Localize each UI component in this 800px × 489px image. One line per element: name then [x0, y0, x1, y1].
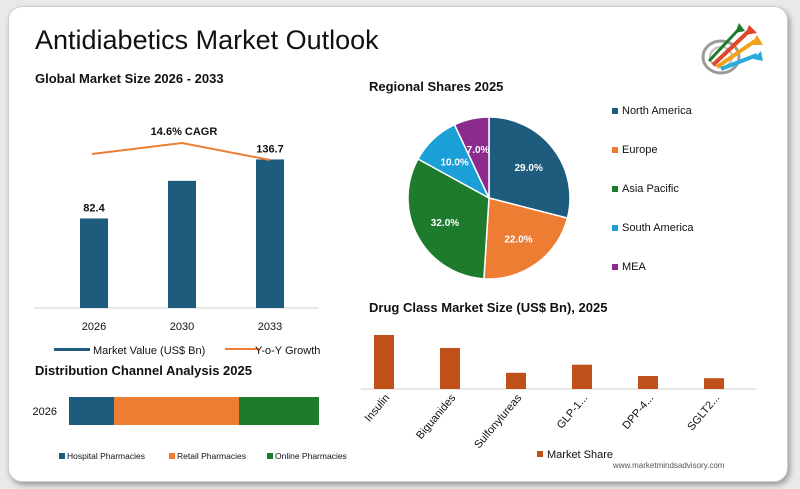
x-tick-label: 2033 [258, 321, 282, 333]
x-tick-label: Insulin [363, 392, 393, 424]
bar-market-value-2026 [80, 218, 108, 308]
drug-class-title: Drug Class Market Size (US$ Bn), 2025 [369, 300, 608, 315]
pie-data-label: 29.0% [515, 163, 543, 174]
legend-swatch-retail-pharmacies [169, 453, 175, 459]
x-tick-label: SGLT2... [685, 392, 722, 433]
footer-url: www.marketmindsadvisory.com [613, 461, 725, 470]
bar-drug-class [506, 372, 526, 389]
bar-data-label: 82.4 [83, 202, 105, 214]
legend-swatch-yoy-growth [225, 348, 259, 350]
legend-swatch-market-value [54, 348, 90, 351]
legend-label-market-value: Market Value (US$ Bn) [93, 345, 205, 357]
y-tick-label: 2026 [33, 406, 57, 418]
legend-swatch-online-pharmacies [267, 453, 273, 459]
regional-shares-chart: 29.0% North America 22.0% Europe 32.0% Asia P… [407, 105, 694, 280]
legend-label-channel: Online Pharmacies [275, 451, 347, 461]
yoy-growth-line [91, 141, 271, 161]
legend-swatch-south-america [612, 225, 618, 231]
x-tick-label: 2030 [170, 321, 194, 333]
legend-label-region: North America [622, 105, 693, 117]
legend-label-channel: Hospital Pharmacies [67, 451, 145, 461]
pie-data-label: 32.0% [431, 218, 459, 229]
market-size-chart: 82.4 2026 2030 136.7 2033 14.6% CAGR Market Va… [34, 126, 320, 357]
drug-class-chart: Insulin Biguanides Sulfonylureas GLP-1... DP… [361, 335, 756, 461]
legend-swatch-mea [612, 264, 618, 270]
legend-label-region: Asia Pacific [622, 183, 679, 195]
distribution-chart: 2026 Hospital Pharmacies Retail Pharmacies… [33, 397, 347, 461]
bar-segment-retail-pharmacies [114, 397, 239, 425]
pie-data-label: 7.0% [467, 145, 490, 156]
rising-arrows-logo-icon [701, 23, 763, 75]
legend-swatch-hospital-pharmacies [59, 453, 65, 459]
bar-drug-class [440, 347, 460, 389]
legend-swatch-europe [612, 147, 618, 153]
x-tick-label: DPP-4... [620, 392, 656, 432]
bar-drug-class [638, 376, 658, 389]
legend-label-region: Europe [622, 144, 657, 156]
bar-segment-hospital-pharmacies [69, 397, 114, 425]
legend-swatch-north-america [612, 108, 618, 114]
distribution-title: Distribution Channel Analysis 2025 [35, 363, 252, 378]
legend-label-region: South America [622, 222, 694, 234]
bar-market-value-2033 [256, 159, 284, 308]
market-size-title: Global Market Size 2026 - 2033 [35, 71, 224, 86]
legend-label-channel: Retail Pharmacies [177, 451, 246, 461]
bar-data-label: 136.7 [256, 143, 284, 155]
pie-data-label: 22.0% [504, 235, 532, 246]
bar-market-value-2030 [168, 180, 196, 308]
x-tick-label: Biguanides [414, 392, 459, 442]
x-tick-label: GLP-1... [555, 392, 591, 431]
bar-drug-class [704, 378, 724, 389]
x-tick-label: 2026 [82, 321, 106, 333]
legend-label-market-share: Market Share [547, 449, 613, 461]
pie-slice-asia-pacific [407, 157, 490, 280]
bar-segment-online-pharmacies [239, 397, 319, 425]
pie-data-label: 10.0% [440, 157, 468, 168]
regional-shares-title: Regional Shares 2025 [369, 79, 504, 94]
legend-swatch-market-share [537, 451, 543, 457]
page-title: Antidiabetics Market Outlook [35, 25, 379, 55]
pie-slice-north-america [488, 116, 571, 220]
bar-drug-class [572, 364, 592, 389]
cagr-annotation: 14.6% CAGR [151, 126, 218, 138]
legend-swatch-asia-pacific [612, 186, 618, 192]
pie-slice-europe [483, 197, 569, 280]
bar-drug-class [374, 335, 394, 389]
legend-label-region: MEA [622, 261, 647, 273]
legend-label-yoy-growth: Y-o-Y Growth [255, 345, 320, 357]
x-tick-label: Sulfonylureas [472, 392, 524, 451]
dashboard-card: Antidiabetics Market Outlook Global Mark… [8, 6, 788, 482]
pie-slice-mea [453, 116, 490, 199]
